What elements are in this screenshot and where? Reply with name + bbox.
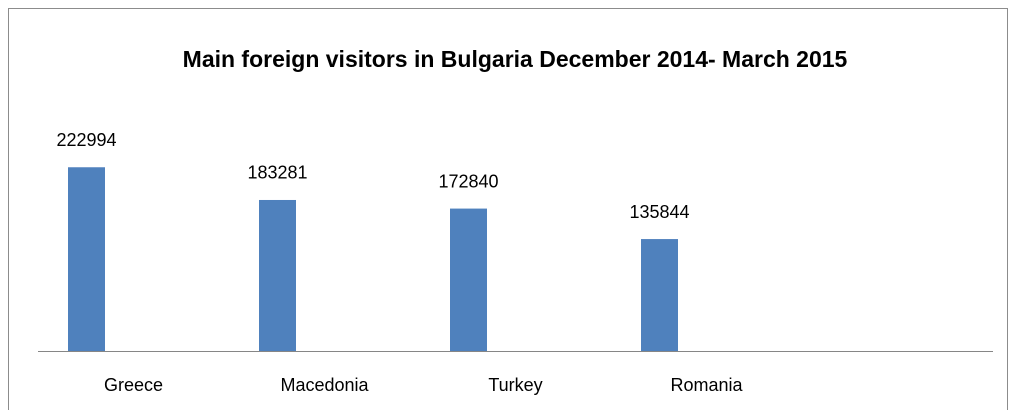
bar	[641, 239, 678, 351]
x-tick-label: Macedonia	[280, 375, 369, 395]
chart-border	[8, 8, 1008, 410]
bar	[68, 167, 105, 351]
x-tick-label: Romania	[670, 375, 743, 395]
x-tick-label: Greece	[104, 375, 163, 395]
data-label: 172840	[438, 171, 498, 191]
data-label: 135844	[629, 202, 689, 222]
chart-title: Main foreign visitors in Bulgaria Decemb…	[182, 46, 848, 72]
bar	[450, 208, 487, 351]
data-label: 222994	[56, 130, 116, 150]
data-label: 183281	[247, 163, 307, 183]
bar	[259, 199, 296, 351]
x-tick-label: Turkey	[488, 375, 542, 395]
